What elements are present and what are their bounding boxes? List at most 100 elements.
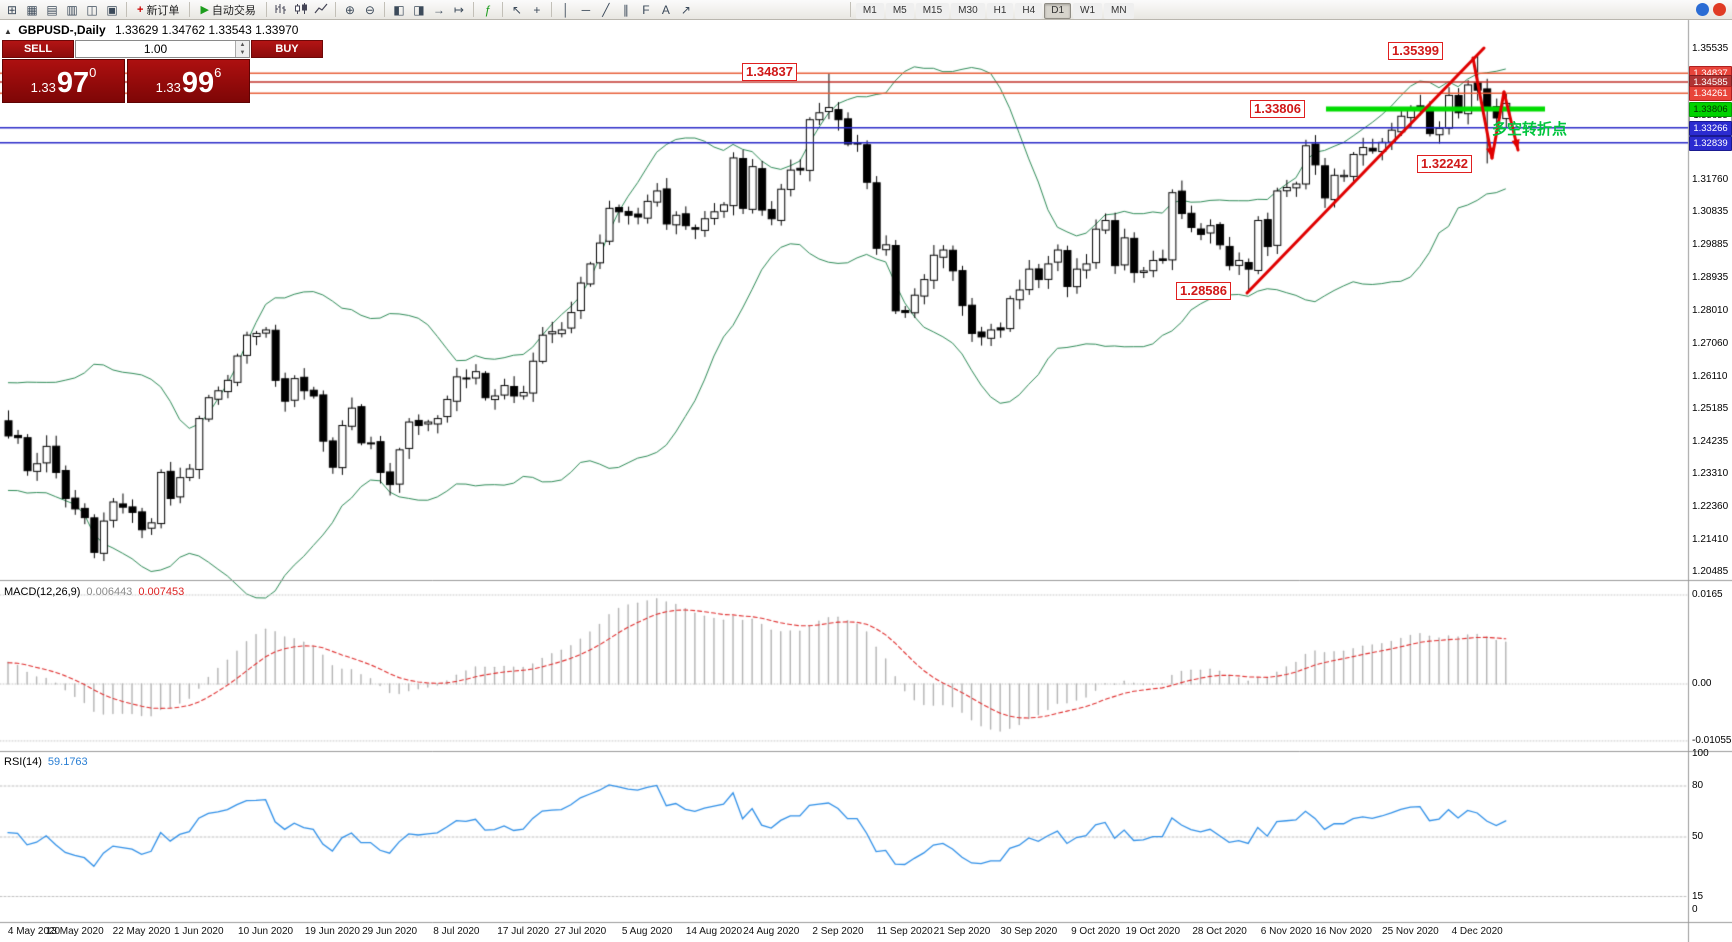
notification-icon[interactable]	[1713, 3, 1726, 16]
annotation-price-label[interactable]: 1.33806	[1250, 100, 1305, 118]
annotation-price-label[interactable]: 1.28586	[1176, 282, 1231, 300]
annotation-price-label[interactable]: 1.34837	[742, 63, 797, 81]
buy-price-sup: 6	[214, 65, 222, 80]
price-tick-label: 1.25185	[1692, 402, 1729, 414]
date-label: 2 Sep 2020	[812, 926, 864, 937]
date-label: 13 May 2020	[45, 926, 104, 937]
buy-button[interactable]: BUY	[251, 40, 323, 58]
arrows-icon[interactable]: ↗	[676, 1, 696, 19]
zoom-in-icon[interactable]: ⊕	[340, 1, 360, 19]
auto-scroll-icon[interactable]: →	[429, 1, 449, 19]
price-tag: 1.33266	[1689, 120, 1732, 136]
timeframe-m30[interactable]: M30	[951, 2, 985, 19]
date-label: 29 Jun 2020	[362, 926, 418, 937]
macd-main-value: 0.006443	[86, 586, 133, 598]
profiles-icon[interactable]: ▦	[22, 1, 42, 19]
crosshair-icon[interactable]: +	[527, 1, 547, 19]
timeframe-h1[interactable]: H1	[986, 2, 1014, 19]
ohlc-values: 1.33629 1.34762 1.33543 1.33970	[114, 23, 299, 37]
price-tick-label: 1.20485	[1692, 566, 1729, 577]
date-label: 14 Aug 2020	[685, 926, 743, 937]
one-click-trading-panel: SELL ▲ ▼ BUY 1.33 97 0 1.33 99 6	[2, 40, 323, 103]
rsi-axis-label: 80	[1692, 780, 1704, 791]
chart-shift-icon[interactable]: ↦	[449, 1, 469, 19]
new-chart-icon[interactable]: ⊞	[2, 1, 22, 19]
toolbar-separator	[550, 2, 552, 17]
date-label: 17 Jul 2020	[497, 926, 550, 937]
macd-axis-label: -0.0105571	[1692, 734, 1732, 746]
price-tick-label: 1.35535	[1692, 43, 1729, 54]
rsi-axis-label: 50	[1692, 831, 1704, 842]
line-chart-icon[interactable]	[311, 0, 331, 18]
timeframe-m5[interactable]: M5	[885, 2, 914, 19]
price-tag: 1.32839	[1689, 135, 1732, 151]
community-icon[interactable]	[1696, 3, 1709, 16]
cursor-icon[interactable]: ↖	[507, 1, 527, 19]
date-label: 9 Oct 2020	[1071, 926, 1121, 937]
terminal-icon[interactable]: ▣	[102, 1, 122, 19]
volume-down-icon[interactable]: ▼	[236, 49, 249, 57]
tile-windows-icon[interactable]: ◧	[389, 1, 409, 19]
market-watch-icon[interactable]: ▤	[42, 1, 62, 19]
buy-price-big: 99	[181, 67, 215, 99]
timeframe-d1[interactable]: D1	[1044, 2, 1072, 19]
price-tag: 1.33806	[1689, 102, 1732, 118]
rsi-axis-label: 0	[1692, 904, 1698, 915]
date-label: 1 Jun 2020	[174, 926, 224, 937]
navigator-icon[interactable]: ◫	[82, 1, 102, 19]
zoom-out-icon[interactable]: ⊖	[360, 1, 380, 19]
sell-price-button[interactable]: 1.33 97 0	[2, 59, 125, 103]
date-label: 4 Dec 2020	[1451, 926, 1503, 937]
indicators-icon[interactable]: ƒ	[478, 1, 498, 19]
rsi-value: 59.1763	[47, 756, 88, 768]
volume-input[interactable]	[76, 41, 235, 57]
cascade-windows-icon[interactable]: ◨	[409, 1, 429, 19]
sell-button[interactable]: SELL	[2, 40, 74, 58]
date-label: 5 Aug 2020	[621, 926, 673, 937]
timeframe-m1[interactable]: M1	[855, 2, 884, 19]
timeframe-h4[interactable]: H4	[1015, 2, 1043, 19]
date-label: 19 Jun 2020	[304, 926, 360, 937]
new-order-icon: +	[137, 3, 144, 16]
annotation-price-label[interactable]: 1.32242	[1417, 155, 1472, 173]
date-label: 11 Sep 2020	[876, 926, 933, 937]
candle-chart-icon[interactable]	[291, 0, 311, 18]
volume-field: ▲ ▼	[75, 40, 250, 58]
one-click-toggle-icon[interactable]: ▲	[4, 27, 12, 36]
date-label: 19 Oct 2020	[1125, 926, 1181, 937]
horizontal-line-icon[interactable]: ─	[576, 1, 596, 19]
annotation-price-label[interactable]: 1.35399	[1388, 42, 1443, 60]
chart-note-text[interactable]: 多空转折点	[1492, 121, 1568, 138]
rsi-axis-label: 15	[1692, 890, 1704, 902]
rsi-axis-label: 100	[1692, 748, 1709, 759]
volume-up-icon[interactable]: ▲	[236, 41, 249, 49]
vertical-line-icon[interactable]: │	[556, 1, 576, 19]
text-icon[interactable]: A	[656, 1, 676, 19]
price-tick-label: 1.31760	[1692, 174, 1729, 186]
fibonacci-icon[interactable]: F	[636, 1, 656, 19]
data-window-icon[interactable]: ▥	[62, 1, 82, 19]
price-tick-label: 1.30835	[1692, 206, 1729, 218]
timeframe-mn[interactable]: MN	[1104, 2, 1134, 19]
toolbar-separator	[126, 2, 127, 17]
trendline-icon[interactable]: ╱	[596, 1, 616, 19]
price-tick-label: 1.26110	[1692, 370, 1728, 382]
autotrading-button[interactable]: ▶ 自动交易	[194, 1, 261, 19]
chart-header: ▲ GBPUSD-,Daily 1.33629 1.34762 1.33543 …	[4, 23, 298, 37]
price-tick-label: 1.23310	[1692, 467, 1729, 479]
channel-icon[interactable]: ∥	[616, 1, 636, 19]
price-tick-label: 1.27060	[1692, 337, 1729, 349]
timeframe-m15[interactable]: M15	[915, 2, 950, 19]
macd-axis-label: 0.0165	[1692, 588, 1723, 600]
macd-axis-label: 0.00	[1692, 678, 1712, 689]
date-label: 16 Nov 2020	[1315, 926, 1372, 937]
new-order-button[interactable]: + 新订单	[131, 1, 185, 19]
buy-price-button[interactable]: 1.33 99 6	[127, 59, 250, 103]
bar-chart-icon[interactable]	[271, 0, 291, 18]
date-label: 27 Jul 2020	[554, 926, 607, 937]
timeframe-w1[interactable]: W1	[1073, 2, 1103, 19]
toolbar-separator	[265, 2, 267, 17]
date-label: 22 May 2020	[112, 926, 171, 937]
toolbar-separator	[472, 2, 474, 17]
